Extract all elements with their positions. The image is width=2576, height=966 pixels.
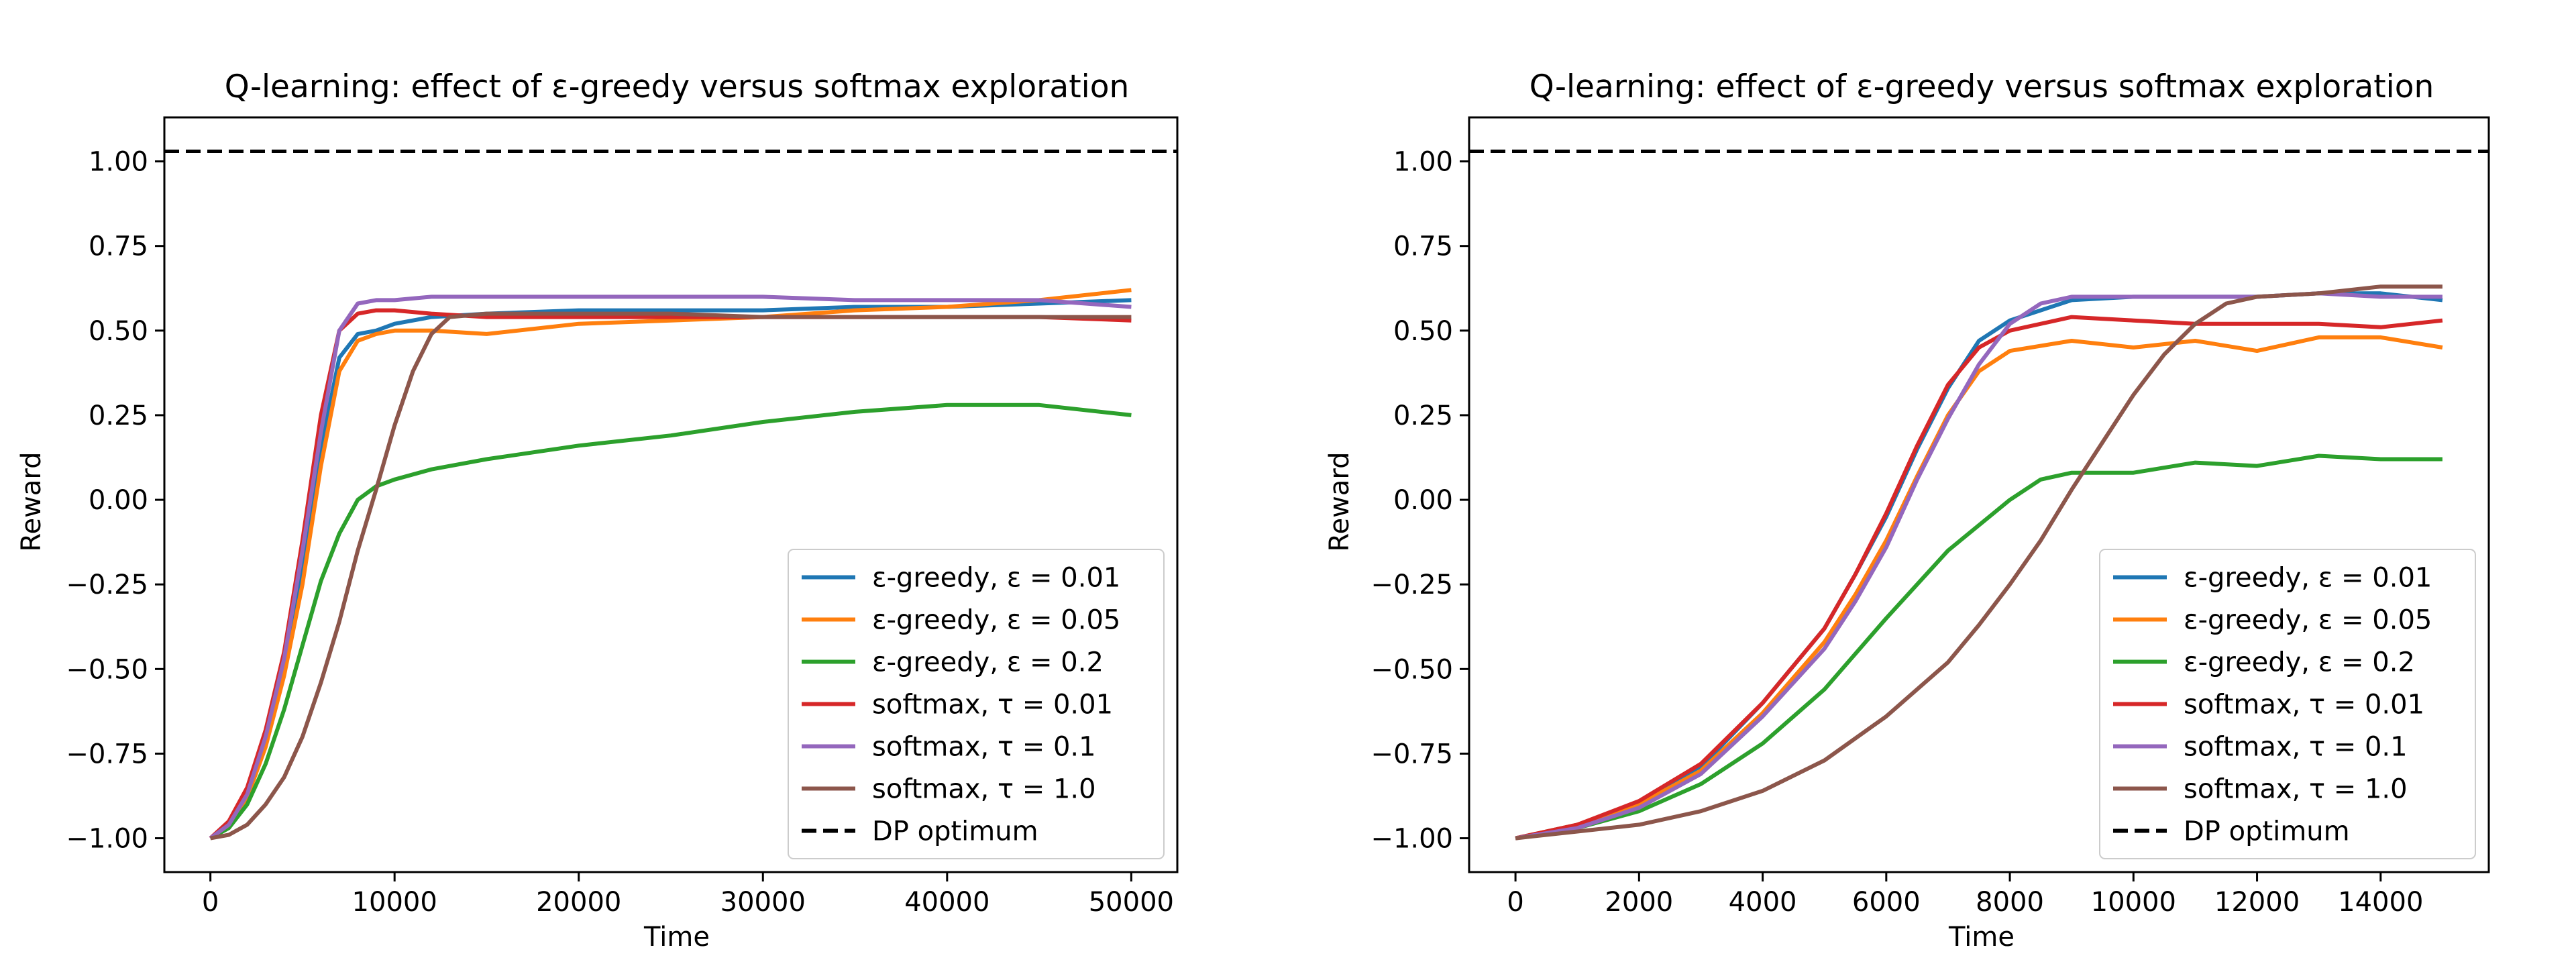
left-chart-legend-label: ε-greedy, ε = 0.05 — [872, 605, 1120, 636]
right-chart-legend-label: ε-greedy, ε = 0.05 — [2184, 605, 2432, 636]
right-chart-xtick-label: 6000 — [1852, 887, 1921, 918]
right-chart-xtick-label: 14000 — [2338, 887, 2423, 918]
left-chart-legend: ε-greedy, ε = 0.01 ε-greedy, ε = 0.05 ε-gr… — [788, 549, 1165, 859]
right-chart-axes-frame — [1468, 116, 2490, 873]
left-chart-xtick-label: 0 — [202, 887, 219, 918]
left-chart-xlabel: Time — [643, 922, 710, 953]
left-chart-xtick-label: 10000 — [352, 887, 437, 918]
left-chart-series-line-1 — [209, 288, 1132, 841]
right-chart-ytick-label: −0.25 — [1371, 570, 1453, 600]
right-chart-xlabel: Time — [1948, 922, 2015, 953]
right-chart-ytick-label: −0.50 — [1371, 654, 1453, 685]
left-chart-series-line-4 — [209, 294, 1132, 841]
left-chart: Q-learning: effect of ε-greedy versus so… — [16, 68, 1179, 953]
left-chart-xtick-label: 20000 — [536, 887, 621, 918]
left-chart-ytick-label: 1.00 — [89, 147, 148, 178]
right-chart-series-line-4 — [1515, 291, 2443, 841]
left-chart-xtick-label: 40000 — [904, 887, 989, 918]
left-chart-title: Q-learning: effect of ε-greedy versus so… — [225, 68, 1130, 105]
right-chart-series-line-2 — [1515, 453, 2443, 841]
right-chart-legend: ε-greedy, ε = 0.01 ε-greedy, ε = 0.05 ε-gr… — [2099, 549, 2476, 859]
left-chart-legend-label: DP optimum — [872, 816, 1038, 847]
right-chart-xtick-label: 12000 — [2214, 887, 2300, 918]
left-chart-legend-label: ε-greedy, ε = 0.2 — [872, 647, 1104, 678]
left-chart-legend-label: softmax, τ = 0.01 — [872, 690, 1113, 720]
right-chart-xtick-label: 10000 — [2091, 887, 2176, 918]
left-chart-axes-frame — [163, 116, 1179, 873]
right-chart-ytick-label: 1.00 — [1393, 147, 1453, 178]
left-chart-legend-label: ε-greedy, ε = 0.01 — [872, 563, 1120, 594]
right-chart-plot: 0 2000 4000 6000 8000 10000 12000 14000 −1.00 −0.… — [1371, 116, 2490, 918]
left-chart-ytick-label: 0.25 — [89, 400, 148, 431]
left-chart-legend-label: softmax, τ = 0.1 — [872, 732, 1096, 763]
left-chart-xtick-label: 50000 — [1089, 887, 1174, 918]
left-chart-legend-box — [788, 549, 1165, 859]
right-chart-xtick-label: 2000 — [1605, 887, 1673, 918]
right-chart-ytick-label: −0.75 — [1371, 739, 1453, 769]
right-chart-legend-label: softmax, τ = 1.0 — [2184, 774, 2408, 805]
right-chart-legend-label: ε-greedy, ε = 0.01 — [2184, 563, 2432, 594]
left-chart-ytick-label: 0.75 — [89, 231, 148, 262]
right-chart-xtick-label: 0 — [1507, 887, 1523, 918]
right-chart-title: Q-learning: effect of ε-greedy versus so… — [1529, 68, 2434, 105]
left-chart-ytick-label: −1.00 — [66, 824, 148, 855]
left-chart-plot: 0 10000 20000 30000 40000 50000 −1.00 −0.75 −0.5… — [66, 116, 1179, 918]
left-chart-ytick-label: −0.75 — [66, 739, 148, 769]
left-chart-series-line-5 — [210, 311, 1132, 841]
right-chart-legend-box — [2099, 549, 2476, 859]
right-chart-legend-label: softmax, τ = 0.01 — [2184, 690, 2424, 720]
left-chart-ytick-label: 0.50 — [89, 316, 148, 347]
left-chart-ytick-label: −0.25 — [66, 570, 148, 600]
right-chart-series-line-5 — [1515, 284, 2443, 841]
left-chart-xtick-label: 30000 — [720, 887, 806, 918]
left-chart-ytick-label: −0.50 — [66, 654, 148, 685]
right-chart-legend-label: DP optimum — [2184, 816, 2350, 847]
right-chart-series-line-3 — [1515, 315, 2443, 841]
right-chart-ylabel: Reward — [1324, 452, 1355, 552]
right-chart-ytick-label: 0.25 — [1393, 400, 1453, 431]
left-chart-ytick-label: 0.00 — [89, 485, 148, 516]
right-chart-xtick-label: 8000 — [1976, 887, 2044, 918]
right-chart-legend-label: softmax, τ = 0.1 — [2184, 732, 2408, 763]
left-chart-ylabel: Reward — [16, 452, 47, 552]
left-chart-legend-label: softmax, τ = 1.0 — [872, 774, 1096, 805]
right-chart-ytick-label: 0.50 — [1393, 316, 1453, 347]
right-chart-legend-label: ε-greedy, ε = 0.2 — [2184, 647, 2415, 678]
right-chart-ytick-label: −1.00 — [1371, 824, 1453, 855]
right-chart-ytick-label: 0.00 — [1393, 485, 1453, 516]
left-chart-series-line-2 — [209, 402, 1132, 841]
right-chart: Q-learning: effect of ε-greedy versus so… — [1324, 68, 2490, 953]
right-chart-ytick-label: 0.75 — [1393, 231, 1453, 262]
right-chart-xtick-label: 4000 — [1729, 887, 1797, 918]
